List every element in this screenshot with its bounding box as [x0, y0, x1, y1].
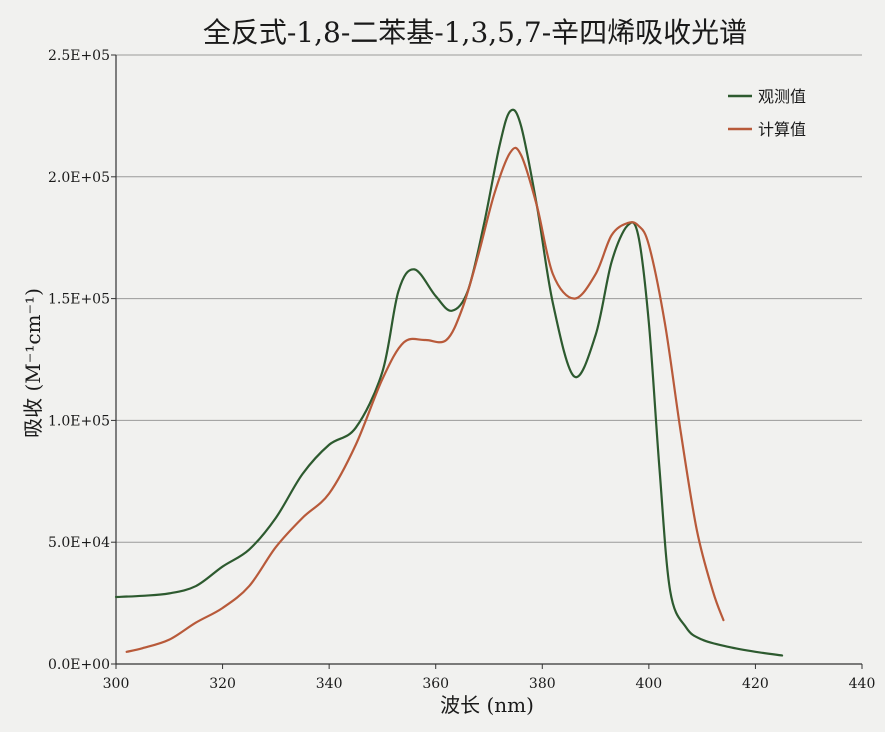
y-tick-label: 1.0E+05 — [48, 413, 110, 429]
y-tick-label: 2.0E+05 — [48, 170, 110, 186]
x-tick-label: 300 — [103, 676, 130, 692]
series-lines — [114, 108, 784, 657]
series-line-2 — [125, 146, 725, 653]
x-tick-label: 360 — [422, 676, 449, 692]
x-tick-label: 400 — [635, 676, 662, 692]
x-tick-label: 420 — [742, 676, 769, 692]
y-tick-label: 2.5E+05 — [48, 48, 110, 64]
y-tick-label: 5.0E+04 — [48, 535, 110, 551]
y-tick-label: 1.5E+05 — [48, 292, 110, 308]
y-axis-title: 吸收 (M⁻¹cm⁻¹) — [21, 288, 45, 438]
series-line-1 — [114, 108, 784, 657]
x-axis-title: 波长 (nm) — [440, 693, 534, 717]
grid-lines — [116, 54, 862, 543]
x-tick-label: 440 — [849, 676, 876, 692]
x-tick-label: 380 — [529, 676, 556, 692]
y-tick-label: 0.0E+00 — [48, 657, 110, 673]
chart-title: 全反式-1,8-二苯基-1,3,5,7-辛四烯吸收光谱 — [203, 16, 747, 49]
legend-label: 观测值 — [758, 87, 806, 106]
tick-labels: 0.0E+00 5.0E+04 1.0E+05 1.5E+05 2.0E+05 2.5E+… — [48, 48, 875, 692]
x-tick-label: 320 — [209, 676, 236, 692]
axes — [111, 54, 863, 669]
legend-label: 计算值 — [758, 120, 806, 139]
x-tick-label: 340 — [316, 676, 343, 692]
